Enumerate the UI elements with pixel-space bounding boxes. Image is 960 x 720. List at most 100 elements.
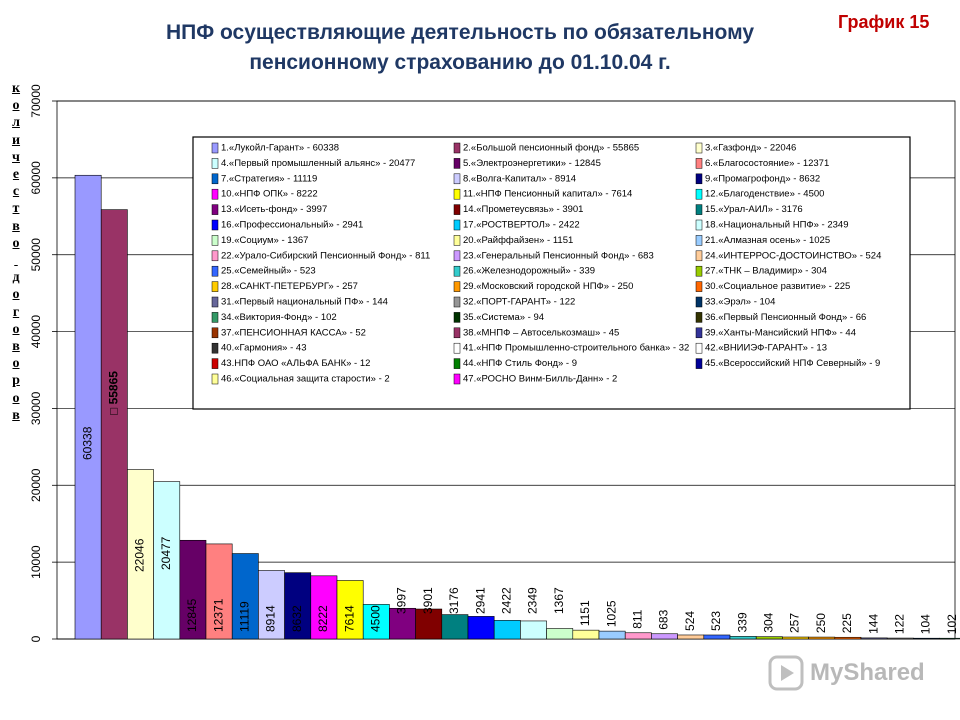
bar-value-label: 257 <box>788 613 802 633</box>
y-axis-label-letter: о <box>12 321 20 337</box>
bar <box>310 575 338 640</box>
legend-swatch <box>211 327 219 339</box>
legend-swatch <box>453 173 461 185</box>
y-tick-label: 30000 <box>29 391 43 425</box>
legend-swatch <box>695 204 703 215</box>
bar-value-label: 225 <box>840 613 854 633</box>
legend-entry: 37.«ПЕНСИОННАЯ КАССА» - 52 <box>221 327 366 338</box>
legend-swatch <box>453 358 461 369</box>
bar-value-label: 1025 <box>604 600 618 627</box>
legend-entry: 10.«НПФ ОПК» - 8222 <box>221 189 318 200</box>
bar <box>362 604 390 640</box>
legend-swatch <box>453 142 461 154</box>
legend-swatch <box>453 312 461 323</box>
legend-swatch <box>453 158 461 169</box>
bar <box>755 636 783 640</box>
legend-entry: 40.«Гармония» - 43 <box>221 343 306 354</box>
legend-entry: 18.«Национальный НПФ» - 2349 <box>705 220 848 231</box>
bar <box>258 570 285 640</box>
legend-entry: 2.«Большой пенсионный фонд» - 55865 <box>463 143 639 154</box>
watermark-text: MyShared <box>810 659 925 686</box>
bar-value-label: 8222 <box>316 605 330 632</box>
legend-entry: 16.«Профессиональный» - 2941 <box>221 220 363 231</box>
legend-swatch <box>211 204 219 215</box>
legend-swatch <box>695 312 703 323</box>
legend-swatch <box>211 142 219 154</box>
bar <box>572 629 600 640</box>
bar-value-label: 339 <box>735 612 749 632</box>
bar-value-label: 144 <box>866 614 880 634</box>
legend-entry: 3.«Газфонд» - 22046 <box>705 143 796 154</box>
legend-swatch <box>211 158 219 169</box>
legend-entry: 45.«Всероссийский НПФ Северный» - 9 <box>705 358 880 369</box>
legend-entry: 23.«Генеральный Пенсионный Фонд» - 683 <box>463 250 654 261</box>
y-axis-label-letter: о <box>12 235 20 251</box>
legend-swatch <box>453 204 461 215</box>
bar <box>677 634 705 640</box>
y-axis-label-letter: о <box>12 390 20 406</box>
bar <box>782 636 809 640</box>
bar-value-label: 811 <box>630 609 644 628</box>
legend-entry: 11.«НПФ Пенсионный капитал» - 7614 <box>463 189 632 200</box>
y-axis-label-letter: в <box>12 339 20 355</box>
bar-value-label: 122 <box>892 614 906 634</box>
legend-swatch <box>211 173 219 185</box>
bar-value-label: 12371 <box>211 598 225 632</box>
bar <box>624 632 652 640</box>
legend-swatch <box>695 250 703 262</box>
y-axis-label-letter: и <box>11 132 21 148</box>
legend-entry: 41.«НПФ Промышленно-строительного банка»… <box>463 343 689 354</box>
legend-swatch <box>453 296 461 308</box>
watermark: MyShared <box>768 655 925 691</box>
chart-title: НПФ осуществляющие деятельность по обяза… <box>70 18 850 78</box>
bar-value-label: 304 <box>761 612 775 632</box>
y-axis-label-letter: с <box>12 184 20 200</box>
legend-entry: 6.«Благосостояние» - 12371 <box>705 158 829 169</box>
legend-swatch <box>695 281 703 292</box>
bar <box>808 636 836 640</box>
bar <box>153 481 181 640</box>
legend-swatch <box>453 235 461 246</box>
myshared-logo-icon <box>768 655 804 691</box>
y-axis-label-letter: ч <box>12 149 20 165</box>
y-tick-label: 50000 <box>29 238 43 272</box>
legend-swatch <box>453 188 461 200</box>
y-axis-label-letter: в <box>12 218 20 234</box>
y-tick-label: 60000 <box>29 161 43 195</box>
legend-entry: 32.«ПОРТ-ГАРАНТ» - 122 <box>463 297 575 308</box>
bar-value-label: 2422 <box>499 587 513 614</box>
bar-value-label: 2941 <box>473 587 487 614</box>
bar <box>703 634 731 640</box>
legend-entry: 47.«РОСНО Винм-Билль-Данн» - 2 <box>463 374 617 385</box>
legend-entry: 38.«МНПФ – Автоселькозмаш» - 45 <box>463 327 619 338</box>
y-tick-label: 10000 <box>29 545 43 579</box>
legend-entry: 28.«САНКТ-ПЕТЕРБУРГ» - 257 <box>221 281 358 292</box>
bar-value-label: 7614 <box>342 605 356 632</box>
legend-entry: 27.«ТНК – Владимир» - 304 <box>705 266 827 277</box>
legend-swatch <box>453 250 461 262</box>
bar-value-label: 104 <box>919 614 933 634</box>
legend-entry: 1.«Лукойл-Гарант» - 60338 <box>221 143 339 154</box>
legend-entry: 35.«Система» - 94 <box>463 312 544 323</box>
legend-entry: 7.«Стратегия» - 11119 <box>221 173 317 184</box>
legend-swatch <box>211 281 219 292</box>
bar-value-label: 3997 <box>395 587 409 614</box>
bar <box>651 633 678 640</box>
bar-value-label: 1367 <box>552 587 566 614</box>
y-tick-label: 70000 <box>29 84 43 118</box>
bar <box>179 539 207 640</box>
legend-swatch <box>695 342 703 354</box>
legend-swatch <box>695 235 703 246</box>
bar-value-label: 523 <box>709 611 723 631</box>
legend-entry: 20.«Райффайзен» - 1151 <box>463 235 573 246</box>
legend-entry: 25.«Семейный» - 523 <box>221 266 316 277</box>
bar <box>834 636 862 640</box>
bar <box>74 174 102 640</box>
legend-entry: 14.«Прометеусвязь» - 3901 <box>463 204 583 215</box>
bar <box>886 637 914 640</box>
y-axis-label-letter: к <box>11 81 21 96</box>
bar-value-label: 250 <box>814 613 828 633</box>
legend-entry: 4.«Первый промышленный альянс» - 20477 <box>221 158 415 169</box>
